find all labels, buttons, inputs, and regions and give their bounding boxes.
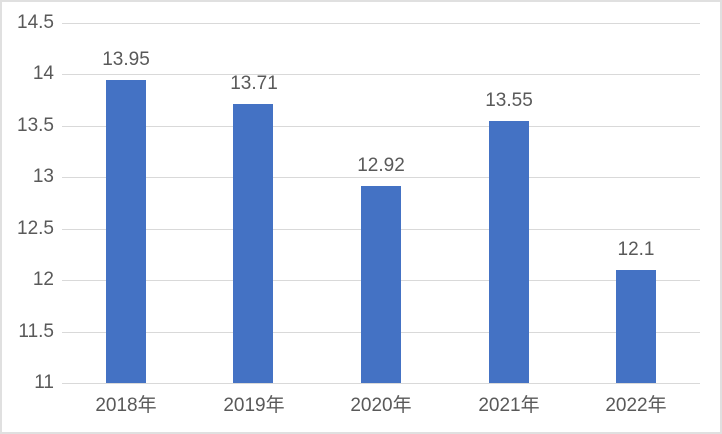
gridline: [62, 383, 700, 384]
bar-value-label: 12.1: [617, 239, 655, 260]
y-axis-tick-label: 12: [32, 269, 54, 290]
x-axis-tick-label: 2020年: [350, 395, 412, 416]
y-axis-tick-label: 14: [32, 63, 54, 84]
y-axis-tick-label: 13: [32, 166, 54, 187]
bar: [106, 80, 146, 383]
gridline: [62, 74, 700, 75]
bar-value-label: 13.95: [102, 49, 150, 70]
bar-value-label: 12.92: [357, 155, 405, 176]
y-axis-tick-label: 14.5: [17, 12, 54, 33]
gridline: [62, 23, 700, 24]
bar: [616, 270, 656, 383]
y-axis-tick-label: 11.5: [18, 321, 54, 342]
plot-area: 13.95 13.71 12.92 13.55 12.1: [62, 23, 700, 384]
bar: [233, 104, 273, 383]
x-axis-tick-label: 2021年: [478, 395, 540, 416]
bar: [361, 186, 401, 383]
y-axis-tick-label: 11: [34, 372, 54, 393]
bar-value-label: 13.71: [230, 73, 278, 94]
bar-value-label: 13.55: [485, 90, 533, 111]
x-axis-tick-label: 2018年: [95, 395, 157, 416]
gridline: [62, 177, 700, 178]
x-axis-tick-label: 2019年: [223, 395, 285, 416]
gridline: [62, 126, 700, 127]
y-axis-tick-label: 12.5: [17, 218, 54, 239]
x-axis-tick-label: 2022年: [605, 395, 667, 416]
bar: [489, 121, 529, 383]
y-axis-tick-label: 13.5: [17, 115, 54, 136]
